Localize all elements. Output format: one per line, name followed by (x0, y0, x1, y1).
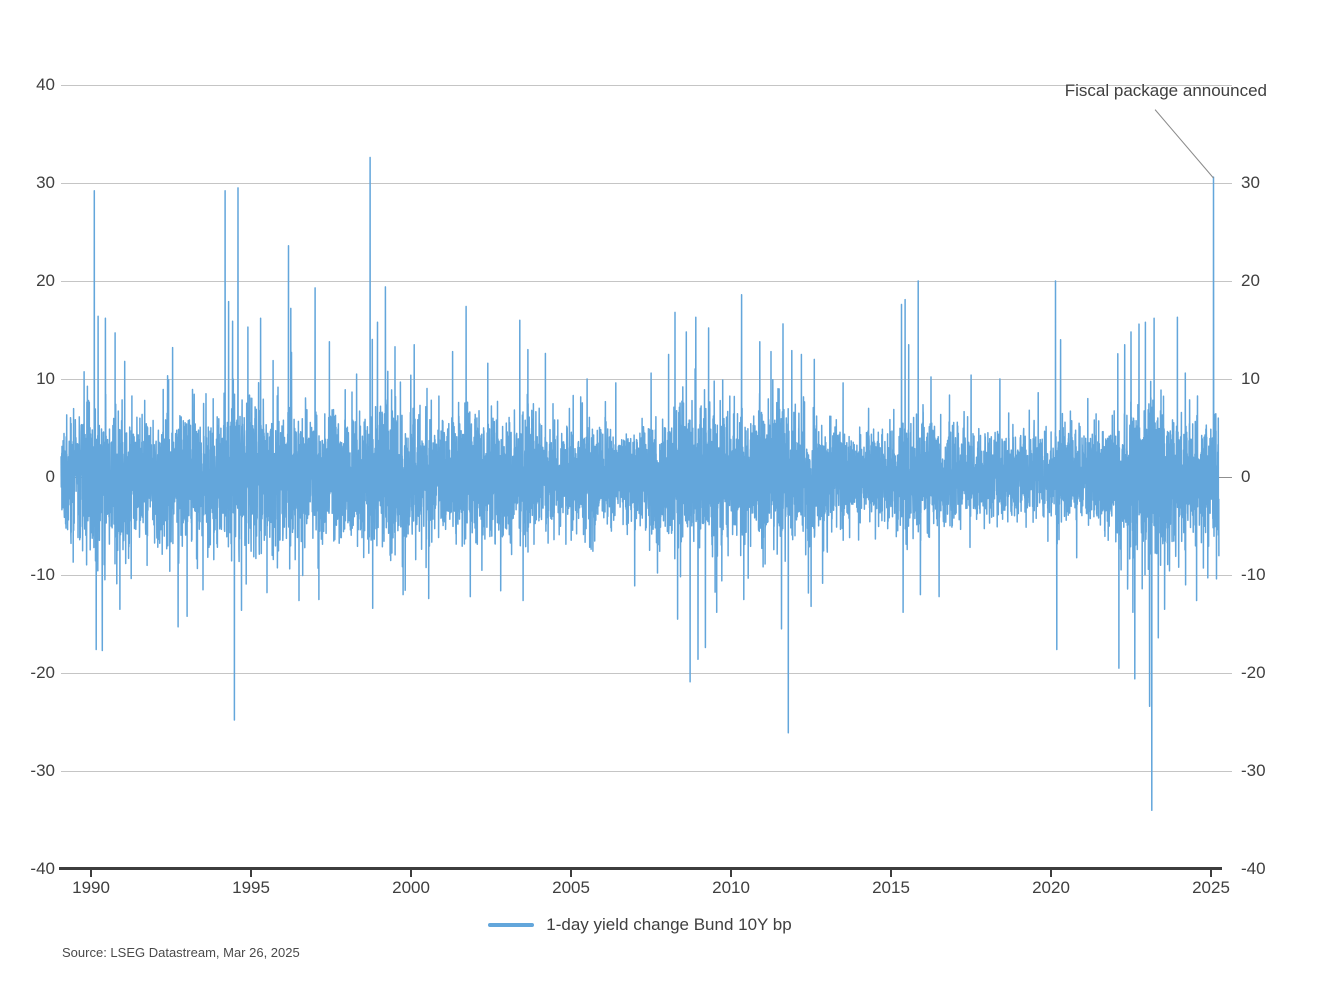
gridline (61, 770, 1232, 772)
x-axis-tick (1210, 869, 1212, 877)
legend-line-swatch (488, 923, 535, 927)
legend: 1-day yield change Bund 10Y bp (61, 915, 1219, 935)
gridline (61, 280, 1232, 282)
annotation-label: Fiscal package announced (1064, 81, 1267, 100)
x-axis-label: 1995 (232, 878, 270, 897)
x-axis-label: 1990 (72, 878, 110, 897)
x-axis-label: 2000 (392, 878, 430, 897)
x-axis-tick (250, 869, 253, 877)
x-axis-tick (410, 869, 413, 877)
y-axis-label-right: -30 (1241, 761, 1266, 780)
y-axis-label-left: -10 (30, 565, 55, 584)
y-axis-label-left: 40 (36, 75, 55, 94)
y-axis-label-right: 20 (1241, 271, 1260, 290)
gridline (61, 378, 1232, 380)
gridline (61, 574, 1232, 576)
y-axis-label-right: 0 (1241, 467, 1251, 486)
x-axis-line (59, 867, 1222, 870)
y-axis-label-right: 30 (1241, 173, 1260, 192)
y-axis-label-right: -20 (1241, 663, 1266, 682)
y-axis-label-left: -40 (30, 859, 55, 878)
gridline (61, 84, 1232, 86)
y-axis-label-right: 10 (1241, 369, 1260, 388)
x-axis-label: 2020 (1032, 878, 1070, 897)
y-axis-label-left: 10 (36, 369, 55, 388)
y-axis-label-left: 30 (36, 173, 55, 192)
x-axis-label: 2005 (552, 878, 590, 897)
x-axis-label: 2025 (1192, 878, 1230, 897)
source-note: Source: LSEG Datastream, Mar 26, 2025 (62, 945, 300, 960)
gridline (61, 182, 1232, 184)
y-axis-label-right: -40 (1241, 859, 1266, 878)
gridline (61, 672, 1232, 674)
x-axis-tick (730, 869, 733, 877)
x-axis-tick (570, 869, 573, 877)
y-axis-label-left: 0 (45, 467, 55, 486)
x-axis-tick (1050, 869, 1052, 877)
x-axis-label: 2015 (872, 878, 910, 897)
annotation-leader-line (1154, 109, 1214, 179)
y-axis-label-right: -10 (1241, 565, 1266, 584)
x-axis-tick (890, 869, 893, 877)
y-axis-label-left: 20 (36, 271, 55, 290)
yield-change-series-line (60, 156, 1220, 811)
x-axis-label: 2010 (712, 878, 750, 897)
legend-label: 1-day yield change Bund 10Y bp (546, 915, 792, 934)
y-axis-label-left: -20 (30, 663, 55, 682)
y-axis-label-left: -30 (30, 761, 55, 780)
x-axis-tick (90, 869, 93, 877)
